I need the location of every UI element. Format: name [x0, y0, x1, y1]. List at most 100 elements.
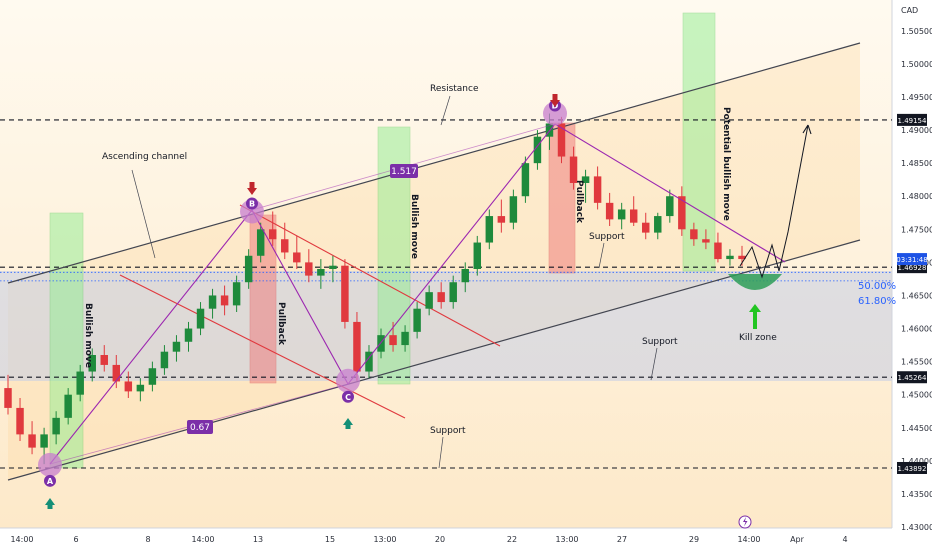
y-tick-label: 1.44000 — [901, 457, 932, 466]
projection-arrow-icon — [802, 124, 812, 135]
level-tag — [897, 371, 927, 384]
candle-body — [160, 351, 169, 369]
projection-path — [739, 124, 809, 279]
y-tick-label: 1.47500 — [901, 225, 932, 234]
pointer-support-1 — [598, 242, 605, 269]
candle-body — [437, 292, 445, 303]
candle-body — [629, 209, 638, 223]
candle-body — [256, 229, 265, 256]
candle-body — [413, 308, 421, 332]
level-tag-label: 1.46928 — [898, 264, 927, 272]
level-tag-label: 1.45264 — [898, 374, 927, 382]
ratio-badge-1: 1.517 — [390, 164, 418, 178]
candle-body — [341, 265, 349, 322]
x-tick-label: 14:00 — [191, 535, 214, 544]
candle-body — [690, 229, 698, 240]
lightning-icon[interactable] — [738, 515, 752, 529]
label-support-2: Support — [642, 337, 678, 347]
candle-body — [714, 242, 722, 260]
x-tick-label: 20 — [435, 535, 445, 544]
time-axis[interactable]: 14:00 6 8 14:00 13 15 13:00 20 22 13:00 27 29 14:00 A… — [10, 535, 847, 544]
candle-body — [148, 368, 157, 385]
candle-body — [605, 202, 614, 220]
fib-label-618: 61.80% — [858, 296, 896, 307]
pointer-channel — [131, 169, 156, 259]
pivot-label: B — [249, 199, 255, 208]
pointer-resistance — [440, 95, 451, 126]
candle-body — [112, 364, 121, 382]
kill-zone-shape — [728, 274, 782, 290]
y-tick-label: 1.49000 — [901, 126, 932, 135]
y-tick-label: 1.46500 — [901, 291, 932, 300]
d-trendline — [554, 123, 786, 263]
candle-body — [281, 239, 289, 253]
candle-body — [365, 351, 373, 372]
candle-body — [666, 196, 674, 217]
candle-body — [353, 321, 361, 372]
ratio-badge-2: 0.67 — [187, 420, 213, 434]
candle-body — [449, 282, 457, 303]
red-channel-upper — [239, 204, 501, 347]
pivot-circle — [336, 368, 360, 393]
candle-body — [425, 292, 433, 309]
candle-body — [509, 196, 518, 223]
candle-body — [208, 295, 217, 309]
label-pullback-2: Pullback — [574, 180, 584, 224]
x-tick-label: Apr — [790, 535, 805, 544]
x-tick-label: 13 — [253, 535, 263, 544]
candle-body — [702, 239, 710, 243]
x-tick-label: 13:00 — [555, 535, 578, 544]
x-tick-label: 4 — [842, 535, 847, 544]
candle-body — [726, 255, 734, 260]
candle-body — [521, 163, 530, 197]
level-tag-label: 1.49154 — [898, 117, 927, 125]
y-tick-label: 1.43500 — [901, 490, 932, 499]
pivot-badge — [246, 197, 258, 210]
candle-body — [4, 388, 12, 408]
arrow-down-icon — [550, 94, 560, 107]
x-tick-label: 13:00 — [373, 535, 396, 544]
arrow-down-icon — [247, 182, 257, 195]
candle-body — [244, 255, 253, 283]
y-tick-label: 1.50500 — [901, 27, 932, 36]
pivot-badge — [342, 390, 354, 403]
label-kill-zone: Kill zone — [739, 333, 777, 343]
label-bullish-move-1: Bullish move — [83, 303, 93, 368]
y-tick-label: 1.48000 — [901, 192, 932, 201]
candle-body — [738, 255, 746, 260]
pointer-support-2 — [650, 347, 658, 381]
channel-lower-line — [7, 239, 861, 481]
y-tick-label: 1.43000 — [901, 523, 932, 532]
label-ascending-channel: Ascending channel — [102, 152, 187, 162]
candle-body — [461, 269, 469, 283]
candle-body — [100, 355, 108, 365]
y-tick-label: 1.45000 — [901, 391, 932, 400]
candle-body — [52, 417, 60, 435]
price-axis[interactable]: 1.50500 1.50000 1.49500 1.49000 1.48500 1.480… — [901, 27, 932, 532]
x-tick-label: 14:00 — [10, 535, 33, 544]
arrow-up-icon — [45, 498, 55, 509]
level-tag-label: 03:31:48 — [896, 256, 927, 264]
x-tick-label: 22 — [507, 535, 517, 544]
pointer-support-3 — [438, 436, 444, 469]
abcd-path — [49, 123, 556, 465]
candle-body — [654, 216, 662, 233]
candle-body — [497, 216, 506, 223]
candle-body — [569, 156, 578, 183]
candle-body — [88, 355, 96, 372]
channel-upper-line — [7, 42, 861, 284]
x-tick-label: 29 — [689, 535, 699, 544]
price-level-tags: 1.49154 1.46928 1.45264 1.43892 03:31:48 — [896, 113, 928, 474]
candle-body — [293, 252, 301, 263]
label-support-1: Support — [589, 232, 625, 242]
candle-body — [642, 222, 650, 233]
arrow-up-icon — [343, 418, 353, 429]
svg-text:1.517: 1.517 — [391, 167, 417, 177]
countdown-tag — [897, 253, 927, 266]
svg-text:0.67: 0.67 — [190, 423, 210, 433]
candle-body — [305, 262, 313, 276]
candle-body — [268, 229, 277, 240]
y-tick-label: 1.44500 — [901, 424, 932, 433]
candle-body — [172, 341, 181, 352]
